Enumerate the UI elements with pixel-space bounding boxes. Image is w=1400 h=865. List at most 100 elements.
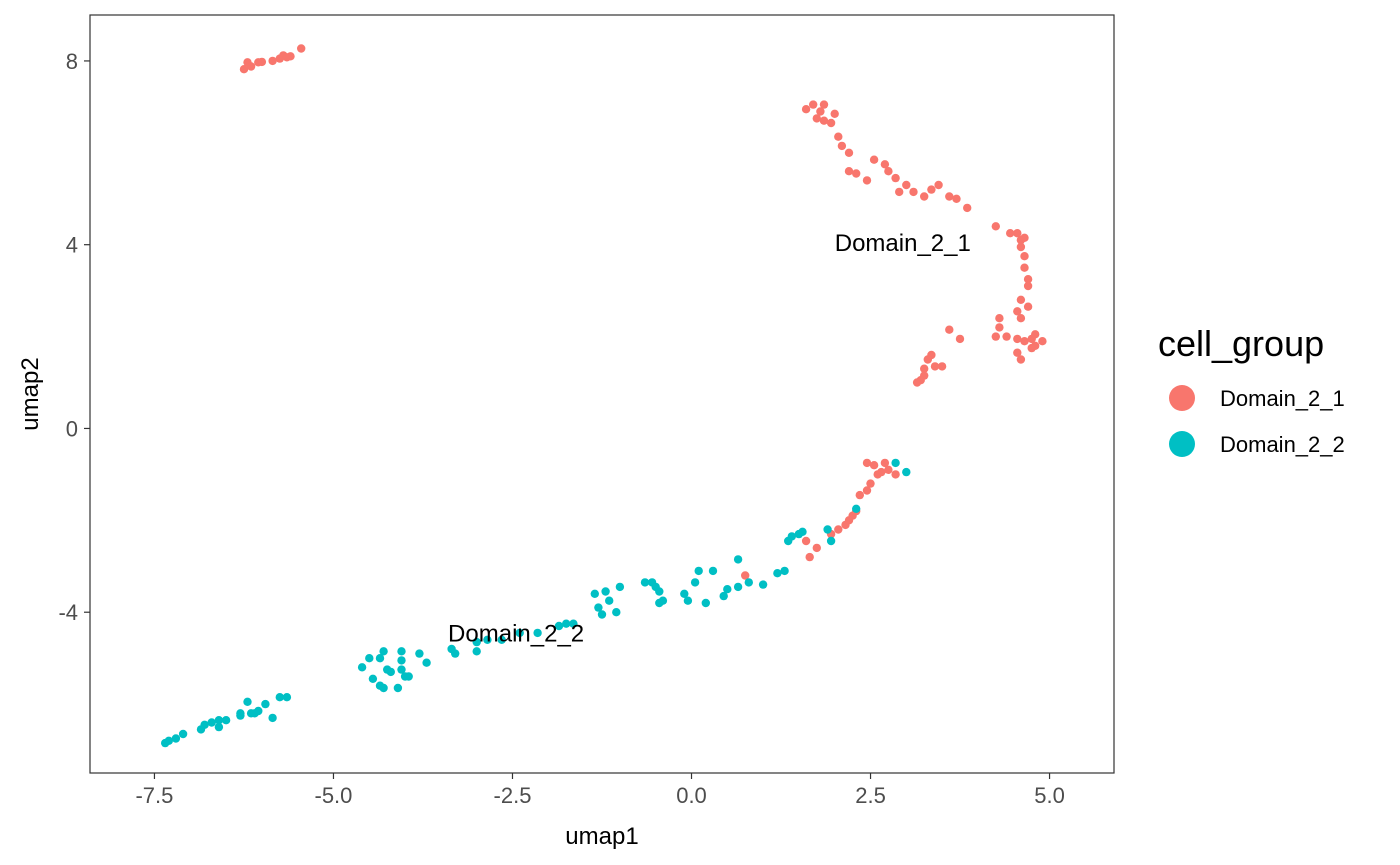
- point-domain-2-2-49: [594, 603, 603, 612]
- point-domain-2-1-20: [837, 141, 847, 151]
- point-domain-2-2-78: [798, 527, 807, 536]
- point-domain-2-1-69: [930, 362, 940, 371]
- point-domain-2-2-29: [393, 683, 403, 693]
- point-domain-2-2-39: [472, 637, 481, 647]
- y-tick-label-0: -4: [58, 600, 78, 625]
- point-domain-2-2-72: [758, 580, 768, 589]
- point-domain-2-1-29: [895, 187, 904, 197]
- point-domain-2-1-2: [246, 62, 256, 71]
- point-domain-2-1-71: [920, 364, 929, 373]
- point-domain-2-1-34: [934, 180, 943, 190]
- point-domain-2-1-78: [884, 465, 893, 474]
- point-domain-2-2-82: [891, 458, 900, 468]
- point-domain-2-2-22: [368, 674, 378, 683]
- point-domain-2-1-66: [955, 334, 965, 344]
- x-tick-label-2: -2.5: [494, 783, 532, 808]
- point-domain-2-1-17: [826, 118, 836, 128]
- point-domain-2-2-58: [655, 587, 664, 596]
- legend-key-domain-2-1: [1169, 385, 1195, 411]
- point-domain-2-2-9: [221, 716, 231, 725]
- point-domain-2-2-68: [723, 585, 732, 594]
- point-domain-2-1-19: [834, 132, 843, 141]
- point-domain-2-2-18: [275, 693, 284, 702]
- point-domain-2-1-76: [869, 461, 879, 470]
- points-layer: [161, 44, 1047, 748]
- point-domain-2-2-46: [562, 619, 571, 628]
- point-domain-2-1-79: [891, 470, 900, 479]
- point-domain-2-2-74: [780, 566, 789, 576]
- point-domain-2-2-5: [200, 720, 209, 729]
- point-domain-2-1-42: [1020, 233, 1029, 242]
- point-domain-2-1-74: [912, 378, 922, 387]
- annotation-domain-2-2: Domain_2_2: [448, 621, 584, 648]
- point-domain-2-2-60: [655, 598, 664, 608]
- point-domain-2-2-69: [733, 582, 743, 592]
- y-tick-label-1: 0: [66, 416, 78, 441]
- point-domain-2-1-54: [1002, 332, 1011, 341]
- legend-label-domain-2-1: Domain_2_1: [1220, 386, 1345, 411]
- point-domain-2-1-39: [1006, 229, 1015, 238]
- point-domain-2-1-47: [1023, 281, 1033, 291]
- legend: cell_group Domain_2_1 Domain_2_2: [1158, 323, 1345, 457]
- point-domain-2-1-36: [952, 194, 961, 203]
- point-domain-2-1-21: [844, 148, 854, 157]
- point-domain-2-1-30: [902, 180, 911, 190]
- point-domain-2-1-44: [1020, 252, 1029, 261]
- x-axis-title: umap1: [565, 823, 638, 850]
- point-domain-2-1-32: [920, 192, 929, 201]
- point-domain-2-2-71: [744, 578, 753, 587]
- point-domain-2-2-20: [357, 663, 367, 672]
- point-domain-2-1-26: [880, 160, 890, 169]
- x-tick-label-4: 2.5: [855, 783, 886, 808]
- point-domain-2-2-8: [214, 716, 224, 725]
- point-domain-2-1-43: [1016, 242, 1026, 252]
- point-domain-2-2-11: [236, 709, 245, 718]
- point-domain-2-1-11: [801, 105, 811, 114]
- point-domain-2-2-47: [569, 619, 578, 628]
- point-domain-2-1-38: [991, 222, 1000, 231]
- point-domain-2-1-57: [1020, 337, 1029, 346]
- point-domain-2-2-66: [708, 566, 718, 576]
- point-domain-2-1-75: [862, 458, 872, 468]
- point-domain-2-1-93: [805, 552, 814, 562]
- point-domain-2-1-70: [937, 362, 947, 371]
- point-domain-2-1-52: [995, 314, 1004, 323]
- point-domain-2-2-23: [375, 654, 385, 663]
- point-domain-2-1-31: [909, 187, 918, 197]
- point-domain-2-1-89: [834, 525, 843, 534]
- point-domain-2-1-53: [995, 323, 1004, 332]
- point-domain-2-1-37: [963, 203, 972, 213]
- point-domain-2-1-68: [927, 350, 936, 360]
- x-tick-label-1: -5.0: [315, 783, 353, 808]
- point-domain-2-1-16: [819, 116, 829, 125]
- point-domain-2-2-12: [243, 697, 252, 706]
- point-domain-2-2-62: [683, 596, 693, 605]
- point-domain-2-1-18: [830, 109, 839, 119]
- point-domain-2-1-0: [239, 65, 249, 74]
- point-domain-2-1-50: [1013, 307, 1022, 316]
- point-domain-2-2-79: [823, 525, 832, 534]
- point-domain-2-2-44: [533, 628, 542, 638]
- point-domain-2-1-12: [809, 100, 818, 109]
- point-domain-2-1-35: [945, 192, 954, 201]
- point-domain-2-2-17: [268, 713, 277, 723]
- point-domain-2-2-50: [597, 610, 607, 619]
- y-axis-title: umap2: [17, 357, 44, 430]
- point-domain-2-1-33: [927, 185, 936, 194]
- point-domain-2-1-13: [812, 114, 821, 123]
- point-domain-2-1-10: [297, 44, 306, 53]
- point-domain-2-1-15: [819, 100, 829, 109]
- point-domain-2-1-24: [862, 176, 872, 185]
- y-axis: -4 0 4 8: [58, 49, 90, 625]
- series-domain-2-2: [161, 458, 911, 748]
- annotation-domain-2-1: Domain_2_1: [835, 230, 971, 257]
- y-tick-label-2: 4: [66, 233, 78, 258]
- point-domain-2-2-32: [397, 665, 406, 674]
- point-domain-2-2-51: [601, 587, 610, 596]
- point-domain-2-2-28: [386, 667, 395, 677]
- point-domain-2-1-51: [1016, 314, 1026, 323]
- point-domain-2-2-1: [164, 736, 173, 745]
- point-domain-2-2-43: [515, 628, 524, 638]
- legend-label-domain-2-2: Domain_2_2: [1220, 432, 1345, 457]
- point-domain-2-1-80: [880, 458, 890, 468]
